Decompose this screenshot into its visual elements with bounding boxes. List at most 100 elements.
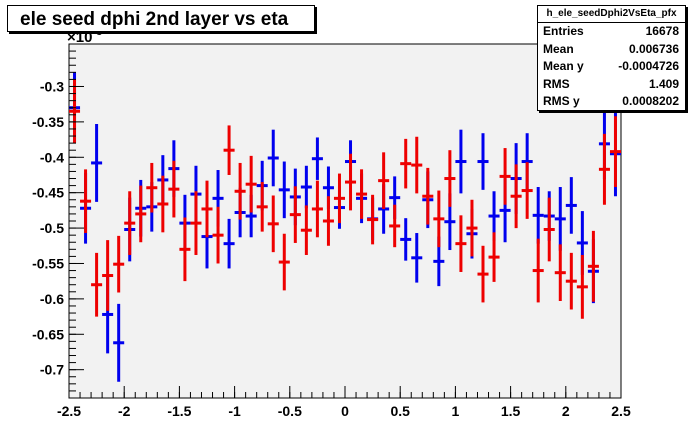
- data-point: [113, 303, 125, 382]
- data-point: [499, 148, 511, 205]
- data-point: [532, 238, 544, 303]
- series-1: [69, 79, 621, 319]
- data-point: [532, 187, 544, 244]
- stats-row-rms: RMS 1.409: [538, 76, 685, 94]
- data-point: [278, 233, 290, 291]
- y-tick-label: -0.35: [32, 114, 64, 130]
- y-tick-label: -0.6: [40, 291, 64, 307]
- x-tick-label: -0.5: [278, 403, 302, 419]
- y-tick-label: -0.5: [40, 220, 64, 236]
- stats-value: 0.006736: [628, 41, 679, 56]
- data-point: [400, 138, 412, 189]
- stats-value: 0.0008202: [622, 94, 679, 108]
- data-point: [113, 235, 125, 293]
- data-point: [466, 199, 478, 257]
- data-point: [422, 167, 434, 225]
- y-tick-label: -0.45: [32, 185, 64, 201]
- x-tick-label: -1.5: [167, 403, 191, 419]
- x-tick-label: -2.5: [57, 403, 81, 419]
- data-point: [411, 233, 423, 283]
- data-point: [124, 191, 136, 255]
- x-tick-label: -2: [118, 403, 131, 419]
- data-point: [565, 252, 577, 310]
- data-point: [267, 129, 279, 187]
- axis-layer: -2.5 -2 -1.5 -1 -0.5 0 0.5 1 1.5 2 2.5 -0.7 -0.65 -0.…: [32, 43, 631, 419]
- stats-label: RMS: [543, 76, 570, 91]
- data-point: [345, 153, 357, 211]
- data-point: [411, 136, 423, 194]
- stats-histogram-name: h_ele_seedDphi2VsEta_pfx: [538, 6, 685, 23]
- chart-title-text: ele seed dphi 2nd layer vs eta: [20, 9, 289, 30]
- y-tick-label: -0.3: [40, 78, 64, 94]
- x-tick-label: -1: [228, 403, 241, 419]
- y-multiplier-label: ×10-3: [67, 26, 102, 46]
- x-tick-label: 0: [341, 403, 349, 419]
- data-point: [212, 206, 224, 264]
- data-point: [256, 182, 268, 232]
- stats-label: Mean y: [543, 59, 584, 73]
- stats-row-mean: Mean 0.006736: [538, 41, 685, 59]
- data-point: [234, 162, 246, 220]
- stats-label: Entries: [543, 24, 584, 38]
- data-point: [333, 173, 345, 224]
- data-point: [322, 196, 334, 246]
- data-point: [554, 244, 566, 302]
- x-tick-label: 2: [562, 403, 570, 419]
- data-point: [91, 252, 103, 317]
- stats-box: h_ele_seedDphi2VsEta_pfx Entries 16678 M…: [537, 5, 686, 111]
- y-tick-label: -0.55: [32, 255, 64, 271]
- x-tick-label: 1.5: [501, 403, 521, 419]
- stats-label: RMS y: [543, 94, 580, 108]
- data-point: [367, 194, 379, 245]
- data-point: [455, 129, 467, 194]
- plot-frame: [68, 43, 622, 399]
- stats-value: -0.0004726: [618, 59, 679, 73]
- y-tick-label: -0.65: [32, 326, 64, 342]
- stats-row-entries: Entries 16678: [538, 23, 685, 41]
- data-point: [267, 195, 279, 253]
- stats-label: Mean: [543, 41, 574, 56]
- stats-value: 1.409: [648, 76, 679, 91]
- data-point: [190, 191, 202, 255]
- data-point: [201, 180, 213, 238]
- data-point: [278, 161, 290, 219]
- x-tick-label: 2.5: [611, 403, 631, 419]
- data-point: [455, 215, 467, 272]
- data-point: [289, 186, 301, 243]
- data-point: [378, 152, 390, 209]
- data-point: [488, 232, 500, 282]
- data-point: [400, 218, 412, 261]
- data-point: [433, 190, 445, 248]
- data-point: [510, 164, 522, 229]
- data-point: [91, 124, 103, 202]
- stats-value: 16678: [645, 24, 679, 38]
- data-point: [389, 204, 401, 248]
- data-point: [102, 240, 114, 311]
- chart-title: ele seed dphi 2nd layer vs eta: [7, 5, 315, 32]
- data-point: [521, 162, 533, 219]
- data-point: [80, 169, 92, 234]
- data-point: [587, 230, 599, 302]
- data-point: [565, 177, 577, 234]
- x-tick-label: 0.5: [390, 403, 410, 419]
- data-point: [543, 197, 555, 262]
- y-tick-label: -0.7: [40, 362, 64, 378]
- stats-row-mean-y: Mean y -0.0004726: [538, 58, 685, 76]
- data-point: [554, 187, 566, 251]
- data-point: [311, 137, 323, 180]
- data-point: [168, 160, 180, 218]
- data-point: [135, 185, 147, 243]
- x-tick-label: 1: [452, 403, 460, 419]
- data-point: [311, 180, 323, 238]
- data-point: [598, 133, 610, 205]
- data-point: [300, 205, 312, 255]
- stats-row-rms-y: RMS y 0.0008202: [538, 93, 685, 111]
- data-point: [223, 218, 235, 269]
- data-point: [157, 175, 169, 233]
- data-point: [300, 165, 312, 209]
- data-point: [576, 254, 588, 319]
- data-point: [356, 169, 368, 219]
- data-point: [609, 116, 621, 188]
- data-point: [477, 245, 489, 303]
